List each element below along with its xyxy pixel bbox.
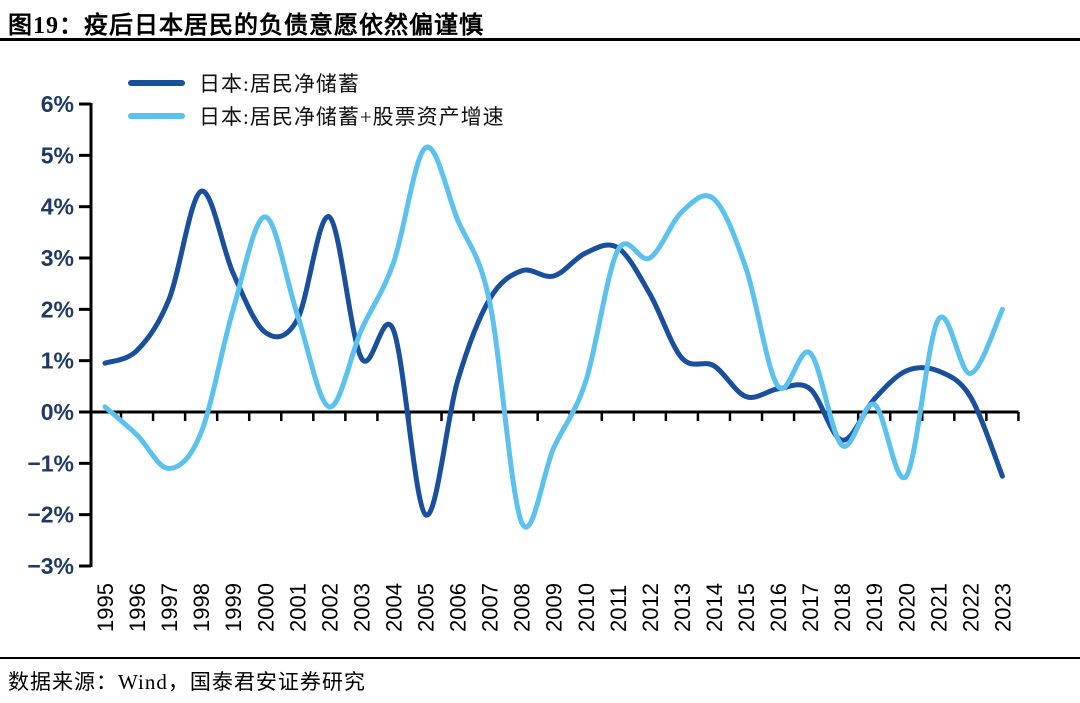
legend-item-net-savings-plus-stocks: 日本:居民净储蓄+股票资产增速 (128, 99, 505, 132)
y-tick-label: −2% (27, 502, 74, 528)
x-tick-label: 2010 (574, 583, 599, 632)
y-tick-label: −3% (27, 553, 74, 579)
x-tick-label: 2018 (830, 583, 855, 632)
legend-label-net-savings: 日本:居民净储蓄 (199, 71, 360, 96)
x-tick-label: 2003 (349, 583, 374, 632)
x-axis-ticks: 1995 1996 1997 1998 1999 2000 2001 2002 2003 2004… (93, 412, 1020, 632)
figure-title: 图19：疫后日本居民的负债意愿依然偏谨慎 (8, 13, 484, 39)
y-tick-label: 2% (41, 296, 74, 322)
x-tick-label: 1998 (189, 583, 214, 632)
legend-item-net-savings: 日本:居民净储蓄 (128, 66, 505, 99)
x-tick-label: 2012 (638, 583, 663, 632)
x-tick-label: 1996 (125, 583, 150, 632)
x-tick-label: 2020 (894, 583, 919, 632)
x-tick-label: 2001 (285, 583, 310, 632)
x-tick-label: 1997 (157, 583, 182, 632)
y-tick-label: 1% (41, 348, 74, 374)
x-tick-label: 2013 (670, 583, 695, 632)
x-tick-label: 2000 (253, 583, 278, 632)
x-tick-label: 1995 (93, 583, 118, 632)
chart-series (102, 144, 1005, 530)
y-tick-label: −1% (27, 450, 74, 476)
x-tick-label: 2004 (381, 583, 406, 632)
x-tick-label: 2021 (926, 583, 951, 632)
x-tick-label: 2007 (478, 583, 503, 632)
x-tick-label: 2017 (798, 583, 823, 632)
x-tick-label: 2015 (734, 583, 759, 632)
x-tick-label: 1999 (221, 583, 246, 632)
y-tick-label: 5% (41, 142, 74, 168)
x-tick-label: 2016 (766, 583, 791, 632)
legend-label-net-savings-plus-stocks: 日本:居民净储蓄+股票资产增速 (199, 104, 505, 129)
footer-divider (0, 657, 1080, 659)
x-tick-label: 2009 (542, 583, 567, 632)
chart-legend: 日本:居民净储蓄 日本:居民净储蓄+股票资产增速 (128, 66, 505, 132)
x-tick-label: 2005 (414, 583, 439, 632)
y-tick-label: 3% (41, 245, 74, 271)
x-tick-label: 2022 (958, 583, 983, 632)
y-axis-ticks: 6% 5% 4% 3% 2% 1% 0% −1% −2% −3% (27, 91, 91, 579)
data-source-text: 数据来源：Wind，国泰君安证券研究 (8, 670, 366, 694)
y-tick-label: 4% (41, 194, 74, 220)
y-tick-label: 0% (41, 399, 74, 425)
x-tick-label: 2023 (990, 583, 1015, 632)
series-line-net-savings-plus-stocks (102, 144, 1005, 530)
x-tick-label: 2011 (606, 585, 631, 632)
y-tick-label: 6% (41, 91, 74, 117)
legend-swatch-net-savings (128, 79, 185, 86)
title-divider (0, 38, 1080, 41)
x-tick-label: 2008 (510, 583, 535, 632)
x-tick-label: 2006 (446, 583, 471, 632)
x-tick-label: 2019 (862, 583, 887, 632)
legend-swatch-net-savings-plus-stocks (128, 112, 185, 119)
x-tick-label: 2014 (702, 583, 727, 632)
x-tick-label: 2002 (317, 583, 342, 632)
series-line-net-savings (102, 188, 1005, 518)
